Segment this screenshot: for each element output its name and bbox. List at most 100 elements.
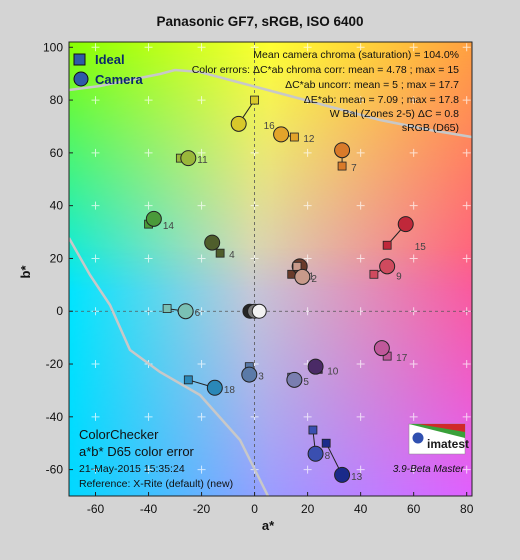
x-tick-label: 80 [460, 502, 474, 516]
info-line: W Bal (Zones 2-5) ΔC = 0.8 [330, 108, 459, 120]
patch-label: 2 [311, 274, 317, 285]
grid-cross [197, 360, 206, 369]
info-line: Mean camera chroma (saturation) = 104.0% [253, 49, 459, 61]
x-tick-label: 60 [407, 502, 421, 516]
grid-cross [303, 43, 312, 52]
grid-cross [144, 254, 153, 263]
info-line: Color errors: ΔC*ab chroma corr: mean = … [192, 64, 459, 76]
grid-cross [462, 465, 471, 474]
grid-cross [91, 96, 100, 105]
patch-label: 17 [396, 353, 408, 364]
grid-cross [356, 412, 365, 421]
grid-cross [144, 43, 153, 52]
camera-marker [379, 258, 396, 275]
y-tick-label: -40 [46, 410, 64, 424]
camera-marker [206, 379, 223, 396]
grid-cross [462, 254, 471, 263]
x-tick-label: 20 [301, 502, 315, 516]
grid-cross [303, 465, 312, 474]
camera-marker [204, 234, 221, 251]
camera-marker [177, 303, 194, 320]
grid-cross [144, 412, 153, 421]
grid-cross [197, 201, 206, 210]
chart-title: Panasonic GF7, sRGB, ISO 6400 [156, 14, 363, 29]
grid-cross [303, 254, 312, 263]
grid-cross [144, 148, 153, 157]
neutral-camera-marker [251, 303, 267, 319]
ideal-marker [289, 132, 299, 142]
patch-label: 8 [325, 451, 331, 462]
grid-cross [409, 254, 418, 263]
camera-marker [334, 142, 351, 159]
info-block: Mean camera chroma (saturation) = 104.0%… [192, 49, 459, 134]
caption-line: a*b* D65 color error [79, 444, 195, 459]
caption-line: ColorChecker [79, 427, 159, 442]
grid-cross [409, 96, 418, 105]
grid-cross [356, 43, 365, 52]
patch-label: 5 [303, 377, 309, 388]
grid-cross [144, 201, 153, 210]
grid-cross [356, 201, 365, 210]
plot-frame [68, 41, 473, 497]
camera-marker [334, 466, 351, 483]
ideal-marker [337, 161, 347, 171]
y-tick-label: 20 [50, 251, 64, 265]
ideal-marker [183, 375, 193, 385]
ideal-marker [250, 95, 259, 105]
x-tick-label: -40 [140, 502, 158, 516]
chart-caption: ColorChecker a*b* D65 color error 21-May… [79, 427, 233, 490]
grid-cross [91, 412, 100, 421]
grid-cross [409, 465, 418, 474]
camera-marker [145, 210, 162, 227]
imatest-logo: imatest [408, 423, 469, 455]
patch-label: 12 [303, 134, 315, 145]
camera-marker [397, 216, 414, 233]
grid-cross [197, 96, 206, 105]
y-tick-label: 100 [43, 40, 63, 54]
grid-cross [303, 148, 312, 157]
patch-label: 11 [197, 155, 208, 166]
legend-ideal-label: Ideal [95, 52, 125, 67]
camera-marker [180, 150, 197, 167]
grid-cross [91, 254, 100, 263]
ideal-marker [369, 269, 379, 279]
camera-marker [241, 366, 258, 383]
grid-cross [303, 412, 312, 421]
grid-cross [462, 412, 471, 421]
y-tick-label: 80 [50, 93, 64, 107]
grid-cross [409, 360, 418, 369]
caption-line: Reference: X-Rite (default) (new) [79, 478, 233, 490]
grid-cross [91, 360, 100, 369]
patch-label: 7 [351, 163, 357, 174]
info-line: ΔE*ab: mean = 7.09 ; max = 17.8 [304, 94, 459, 106]
grid-cross [144, 96, 153, 105]
grid-cross [197, 148, 206, 157]
camera-marker [230, 115, 247, 132]
x-axis-ticks: -60 -40 -20 0 20 40 60 80 [87, 492, 474, 516]
color-gradient-bottom [69, 42, 472, 496]
grid-cross [197, 254, 206, 263]
patch-label: 4 [229, 250, 235, 261]
ideal-marker [321, 438, 331, 448]
y-tick-label: 0 [56, 304, 63, 318]
patch-label: 3 [258, 372, 264, 383]
grid-cross [462, 201, 471, 210]
grid-cross [409, 148, 418, 157]
grid-cross [91, 43, 100, 52]
caption-line: 21-May-2015 15:35:24 [79, 463, 185, 475]
ideal-marker [215, 248, 225, 258]
y-tick-label: 40 [50, 199, 64, 213]
grid-cross [356, 148, 365, 157]
y-tick-label: -60 [46, 463, 64, 477]
patch-label: 13 [351, 472, 363, 483]
version-label: 3.9-Beta Master [393, 464, 465, 475]
grid-cross [409, 201, 418, 210]
grid-cross [409, 43, 418, 52]
x-tick-label: 0 [251, 502, 258, 516]
patch-label: 18 [224, 385, 236, 396]
grid-cross [356, 254, 365, 263]
grid-cross [197, 465, 206, 474]
